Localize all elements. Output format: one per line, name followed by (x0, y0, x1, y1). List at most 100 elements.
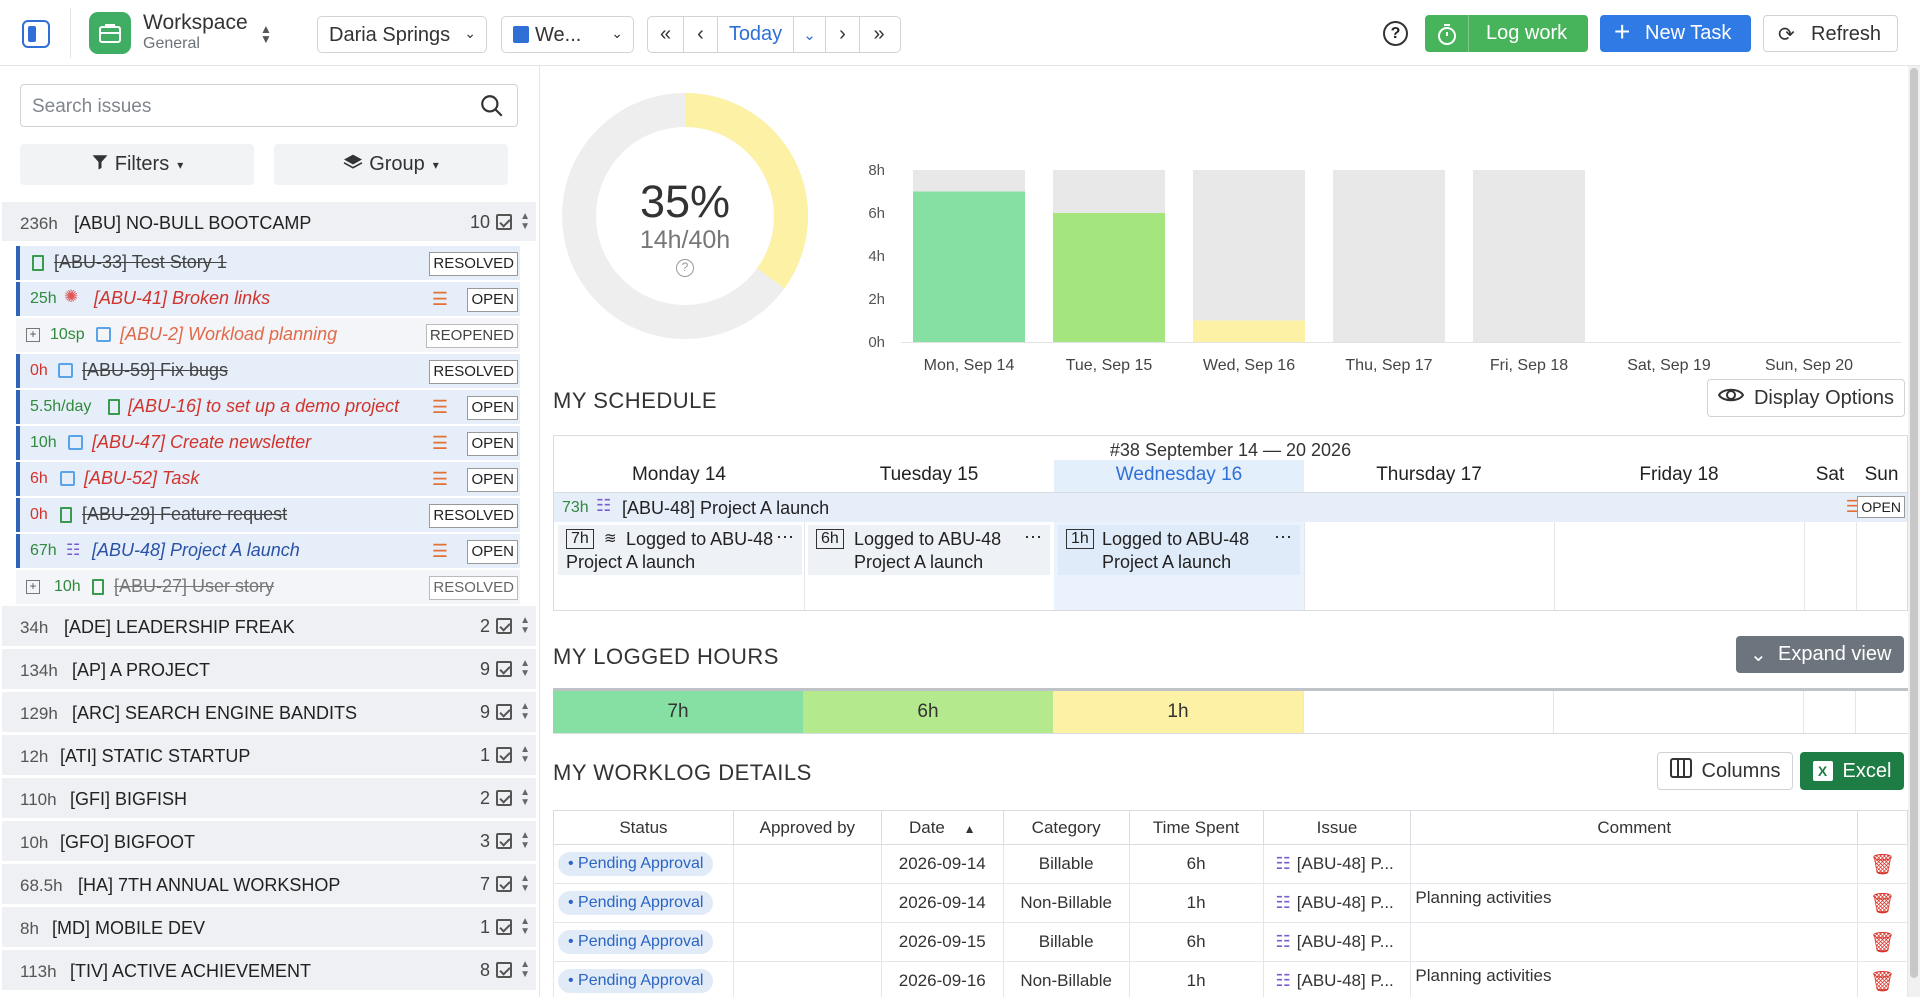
table-row[interactable]: • Pending Approval 2026-09-15 Billable 6… (553, 922, 1909, 962)
logged-bar[interactable] (1053, 213, 1165, 342)
user-select[interactable]: Daria Springs ⌄ (317, 16, 487, 53)
sort-icon[interactable]: ▲ ▼ (520, 916, 530, 937)
group-row-ha[interactable]: 68.5h [HA] 7TH ANNUAL WORKSHOP 7 ▲ ▼ (2, 864, 536, 906)
expand-view-button[interactable]: ⌄ Expand view (1736, 636, 1904, 673)
help-circle-icon[interactable]: ? (676, 259, 694, 277)
table-row[interactable]: • Pending Approval 2026-09-14 Non-Billab… (553, 883, 1909, 923)
workspace-name[interactable]: Workspace (143, 11, 248, 34)
checkbox-icon[interactable] (496, 661, 512, 677)
checkbox-icon[interactable] (496, 747, 512, 763)
more-icon[interactable]: ⋯ (776, 527, 794, 547)
group-row-arc[interactable]: 129h [ARC] SEARCH ENGINE BANDITS 9 ▲ ▼ (2, 692, 536, 734)
column-header[interactable]: Category (1002, 810, 1130, 845)
column-header[interactable]: Status (553, 810, 734, 845)
issue-row[interactable]: 0h [ABU-29] Feature request ☰ RESOLVED (16, 498, 520, 532)
workspace-briefcase-icon[interactable] (89, 12, 131, 54)
column-header[interactable]: Comment (1410, 810, 1858, 845)
search-icon[interactable] (479, 93, 505, 124)
column-header-date[interactable]: Date ▲ (880, 810, 1004, 845)
trash-icon[interactable]: 🗑 (1869, 970, 1896, 993)
help-icon[interactable]: ? (1383, 21, 1408, 46)
issue-row[interactable]: 25h ✺ [ABU-41] Broken links ☰ OPEN (16, 282, 520, 316)
workspace-switch-icon[interactable]: ▲ ▼ (260, 22, 272, 46)
sort-icon[interactable]: ▲ ▼ (520, 873, 530, 894)
issue-hours: 10h (54, 578, 81, 595)
group-row-ap[interactable]: 134h [AP] A PROJECT 9 ▲ ▼ (2, 649, 536, 691)
checkbox-icon[interactable] (496, 919, 512, 935)
columns-button[interactable]: Columns (1657, 752, 1793, 790)
group-row-md[interactable]: 8h [MD] MOBILE DEV 1 ▲ ▼ (2, 907, 536, 949)
worklog-entry[interactable]: 7h ≋ Logged to ABU-48 ⋯ Project A launch (558, 525, 802, 575)
sort-icon[interactable]: ▲ ▼ (520, 787, 530, 808)
filters-button[interactable]: Filters ▾ (20, 144, 254, 185)
group-row-tiv[interactable]: 113h [TIV] ACTIVE ACHIEVEMENT 8 ▲ ▼ (2, 950, 536, 992)
issue-row[interactable]: + 10sp [ABU-2] Workload planning REOPENE… (16, 318, 520, 352)
column-header[interactable]: Time Spent (1128, 810, 1264, 845)
more-icon[interactable]: ⋯ (1024, 527, 1042, 547)
issue-row[interactable]: 67h ☷ [ABU-48] Project A launch ☰ OPEN (16, 534, 520, 568)
group-row-abu[interactable]: 236h [ABU] NO-BULL BOOTCAMP 10 ▲ ▼ (2, 202, 536, 243)
trash-icon[interactable]: 🗑 (1869, 853, 1896, 876)
column-header[interactable]: Issue (1262, 810, 1412, 845)
group-row-ati[interactable]: 12h [ATI] STATIC STARTUP 1 ▲ ▼ (2, 735, 536, 777)
sort-icon[interactable]: ▲ ▼ (520, 830, 530, 851)
display-options-button[interactable]: Display Options (1707, 379, 1905, 417)
chevron-left-icon[interactable]: ‹ (684, 17, 718, 52)
group-row-ade[interactable]: 34h [ADE] LEADERSHIP FREAK 2 ▲ ▼ (2, 606, 536, 648)
schedule-task-row[interactable]: 73h ☷ [ABU-48] Project A launch ☰ OPEN (554, 492, 1907, 522)
double-chevron-left-icon[interactable]: « (648, 17, 684, 52)
issue-row[interactable]: 10h [ABU-47] Create newsletter ☰ OPEN (16, 426, 520, 460)
sort-icon[interactable]: ▲ ▼ (520, 615, 530, 636)
issue-row[interactable]: 6h [ABU-52] Task ☰ OPEN (16, 462, 520, 496)
sort-icon[interactable]: ▲ ▼ (520, 959, 530, 980)
search-input[interactable]: Search issues (20, 84, 518, 127)
refresh-button[interactable]: ⟳ Refresh (1763, 15, 1898, 52)
chevron-right-icon[interactable]: › (826, 17, 860, 52)
sort-icon[interactable]: ▲ ▼ (520, 211, 530, 232)
group-row-gfo[interactable]: 10h [GFO] BIGFOOT 3 ▲ ▼ (2, 821, 536, 863)
time-cell: 1h (1128, 883, 1264, 923)
worklog-entry[interactable]: 1h Logged to ABU-48 ⋯ Project A launch (1058, 525, 1300, 575)
double-chevron-right-icon[interactable]: » (873, 23, 885, 45)
table-row[interactable]: • Pending Approval 2026-09-16 Non-Billab… (553, 961, 1909, 997)
scrollbar-thumb[interactable] (1910, 68, 1918, 978)
issue-cell[interactable]: [ABU-48] P... (1296, 854, 1394, 873)
sort-icon[interactable]: ▲ ▼ (520, 701, 530, 722)
checkbox-icon[interactable] (496, 833, 512, 849)
issue-cell[interactable]: [ABU-48] P... (1296, 971, 1394, 990)
table-row[interactable]: • Pending Approval 2026-09-14 Billable 6… (553, 844, 1909, 884)
issue-cell[interactable]: [ABU-48] P... (1296, 932, 1394, 951)
checkbox-icon[interactable] (496, 962, 512, 978)
group-button[interactable]: Group ▾ (274, 144, 508, 185)
checkbox-icon[interactable] (496, 214, 512, 230)
checkbox-icon[interactable] (496, 790, 512, 806)
issue-row[interactable]: [ABU-33] Test Story 1 ☰ RESOLVED (16, 246, 520, 280)
issue-row[interactable]: 5.5h/day [ABU-16] to set up a demo proje… (16, 390, 520, 424)
trash-icon[interactable]: 🗑 (1869, 892, 1896, 915)
logged-bar[interactable] (913, 191, 1025, 343)
checkbox-icon[interactable] (496, 876, 512, 892)
new-task-button[interactable]: + New Task (1600, 15, 1751, 52)
expand-icon[interactable]: + (26, 328, 40, 342)
checkbox-icon[interactable] (496, 618, 512, 634)
log-work-button[interactable]: Log work (1425, 15, 1588, 52)
group-row-gfi[interactable]: 110h [GFI] BIGFISH 2 ▲ ▼ (2, 778, 536, 820)
trash-icon[interactable]: 🗑 (1869, 931, 1896, 954)
today-button[interactable]: Today (718, 17, 794, 52)
issue-row[interactable]: 0h [ABU-59] Fix bugs ☰ RESOLVED (16, 354, 520, 388)
checkbox-icon[interactable] (496, 704, 512, 720)
more-icon[interactable]: ⋯ (1274, 527, 1292, 547)
expand-icon[interactable]: + (26, 580, 40, 594)
sort-icon[interactable]: ▲ ▼ (520, 658, 530, 679)
sidebar-toggle-icon[interactable] (22, 20, 50, 48)
column-header[interactable]: Approved by (732, 810, 882, 845)
worklog-entry[interactable]: 6h Logged to ABU-48 ⋯ Project A launch (808, 525, 1050, 575)
excel-export-button[interactable]: X Excel (1800, 752, 1904, 790)
view-select[interactable]: We... ⌄ (501, 16, 634, 53)
today-dropdown-icon[interactable]: ⌄ (794, 17, 826, 52)
main-scrollbar[interactable] (1908, 66, 1920, 997)
logged-bar[interactable] (1193, 320, 1305, 343)
sort-icon[interactable]: ▲ ▼ (520, 744, 530, 765)
issue-row[interactable]: + 10h [ABU-27] User story ︿ RESOLVED (16, 570, 520, 604)
issue-cell[interactable]: [ABU-48] P... (1296, 893, 1394, 912)
